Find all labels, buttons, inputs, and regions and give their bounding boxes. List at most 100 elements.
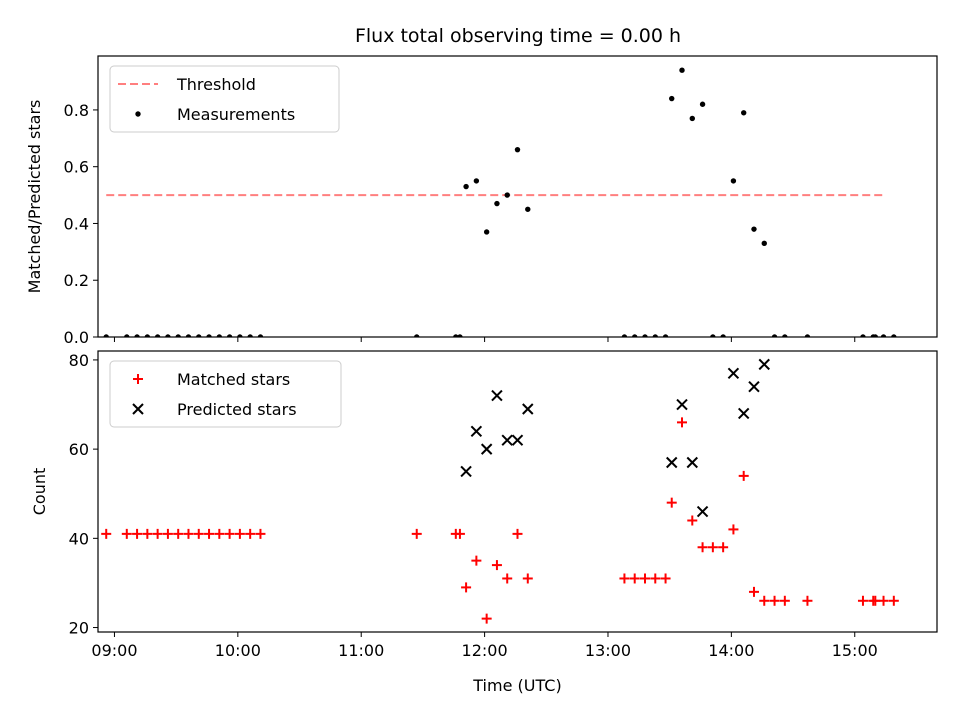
legend-label: Predicted stars: [177, 400, 297, 419]
series-predicted-stars: [460, 358, 770, 518]
measurement-point: [632, 334, 638, 337]
matched-star-point: [677, 417, 688, 428]
measurement-point: [804, 334, 811, 337]
plot-area: [101, 358, 899, 624]
predicted-star-point-b: [748, 380, 760, 393]
matched-star-point: [707, 542, 718, 553]
matched-star-point: [697, 542, 708, 553]
matched-star-point: [522, 573, 533, 584]
figure-title: Flux total observing time = 0.00 h: [355, 25, 681, 47]
matched-star-point: [502, 573, 513, 584]
matched-star-point: [779, 595, 790, 606]
matched-star-point: [224, 528, 235, 539]
y-tick-label: 0.6: [64, 158, 89, 177]
matched-star-point: [769, 595, 780, 606]
legend-label: Measurements: [177, 105, 295, 124]
predicted-star-point-b: [470, 425, 483, 437]
measurement-point: [761, 240, 767, 247]
predicted-star-point: [470, 425, 483, 437]
measurement-point: [689, 115, 695, 122]
measurement-point: [247, 334, 253, 337]
matched-star-point: [142, 528, 153, 539]
y-tick-label: 0.2: [64, 271, 89, 290]
measurement-point: [457, 334, 463, 337]
x-tick-label: 09:00: [91, 641, 137, 660]
measurement-point: [185, 334, 192, 337]
measurement-point: [483, 229, 490, 235]
matched-star-point: [888, 595, 899, 606]
matched-star-point: [234, 528, 245, 539]
measurement-point: [771, 334, 778, 337]
plot-frame: [97, 55, 938, 338]
measurement-point: [662, 334, 669, 337]
measurement-point: [453, 334, 459, 337]
matched-star-point: [660, 573, 671, 584]
matched-star-point: [619, 573, 630, 584]
measurement-point: [652, 334, 658, 337]
measurement-point: [154, 334, 161, 337]
matched-star-point: [666, 497, 677, 508]
predicted-star-point: [480, 443, 493, 455]
predicted-star-point: [686, 456, 698, 469]
measurement-point: [414, 334, 420, 337]
predicted-star-point: [727, 367, 740, 380]
predicted-star-point: [511, 434, 524, 446]
predicted-star-point-b: [460, 465, 472, 478]
measurement-point: [144, 334, 151, 337]
legend-label: Matched stars: [177, 370, 290, 389]
y-tick-label: 0.0: [64, 328, 89, 347]
matched-star-point: [101, 528, 112, 539]
predicted-star-point-b: [491, 389, 503, 402]
matched-star-point: [193, 528, 204, 539]
predicted-star-point-b: [737, 407, 750, 420]
predicted-star-point: [676, 398, 688, 411]
matched-star-point: [491, 560, 502, 571]
measurement-point: [751, 226, 757, 232]
measurement-point: [860, 334, 866, 337]
matched-star-point: [512, 528, 523, 539]
measurement-point: [525, 206, 531, 212]
x-tick-label: 12:00: [462, 641, 508, 660]
legend-predicted-handle: [132, 403, 144, 415]
bottom-panel: 20 40 60 80 09:00 10:00 11:00 12:00 13:00 14:00 15…: [30, 350, 938, 695]
matched-star-point: [183, 528, 194, 539]
predicted-star-point-b: [666, 456, 678, 469]
predicted-star-point: [737, 407, 750, 420]
matched-star-point: [738, 470, 749, 481]
measurement-point: [504, 192, 510, 198]
y-tick-label: 40: [69, 529, 89, 548]
measurement-point: [891, 334, 897, 337]
measurement-point: [514, 146, 521, 153]
measurement-point: [642, 334, 648, 337]
y-tick-label: 60: [69, 440, 89, 459]
x-tick-label: 14:00: [708, 641, 754, 660]
legend: Matched stars Predicted stars: [109, 360, 342, 428]
measurement-point: [206, 334, 212, 337]
measurement-point: [134, 334, 140, 337]
matched-star-point: [629, 573, 640, 584]
measurement-point: [226, 334, 233, 337]
measurement-point: [741, 110, 747, 116]
x-axis-title: Time (UTC): [472, 676, 561, 695]
measurement-point: [103, 334, 109, 337]
matched-star-point: [173, 528, 184, 539]
measurement-point: [216, 334, 223, 337]
matched-star-point: [650, 573, 661, 584]
measurement-point: [494, 200, 500, 207]
matched-star-point: [204, 528, 215, 539]
matched-star-point: [639, 573, 650, 584]
series-measurements: [103, 67, 897, 337]
x-tick-label: 13:00: [585, 641, 631, 660]
predicted-star-point: [501, 434, 513, 446]
legend: Threshold Measurements: [109, 65, 340, 133]
matched-star-point: [878, 595, 889, 606]
measurement-point: [175, 334, 181, 337]
measurement-point: [880, 334, 887, 337]
matched-star-point: [759, 595, 770, 606]
matched-star-point: [255, 528, 266, 539]
predicted-star-point-b: [501, 434, 513, 446]
legend-label: Threshold: [176, 75, 256, 94]
predicted-star-point-b: [511, 434, 524, 446]
predicted-star-point: [748, 380, 760, 393]
x-tick-label: 10:00: [215, 641, 261, 660]
